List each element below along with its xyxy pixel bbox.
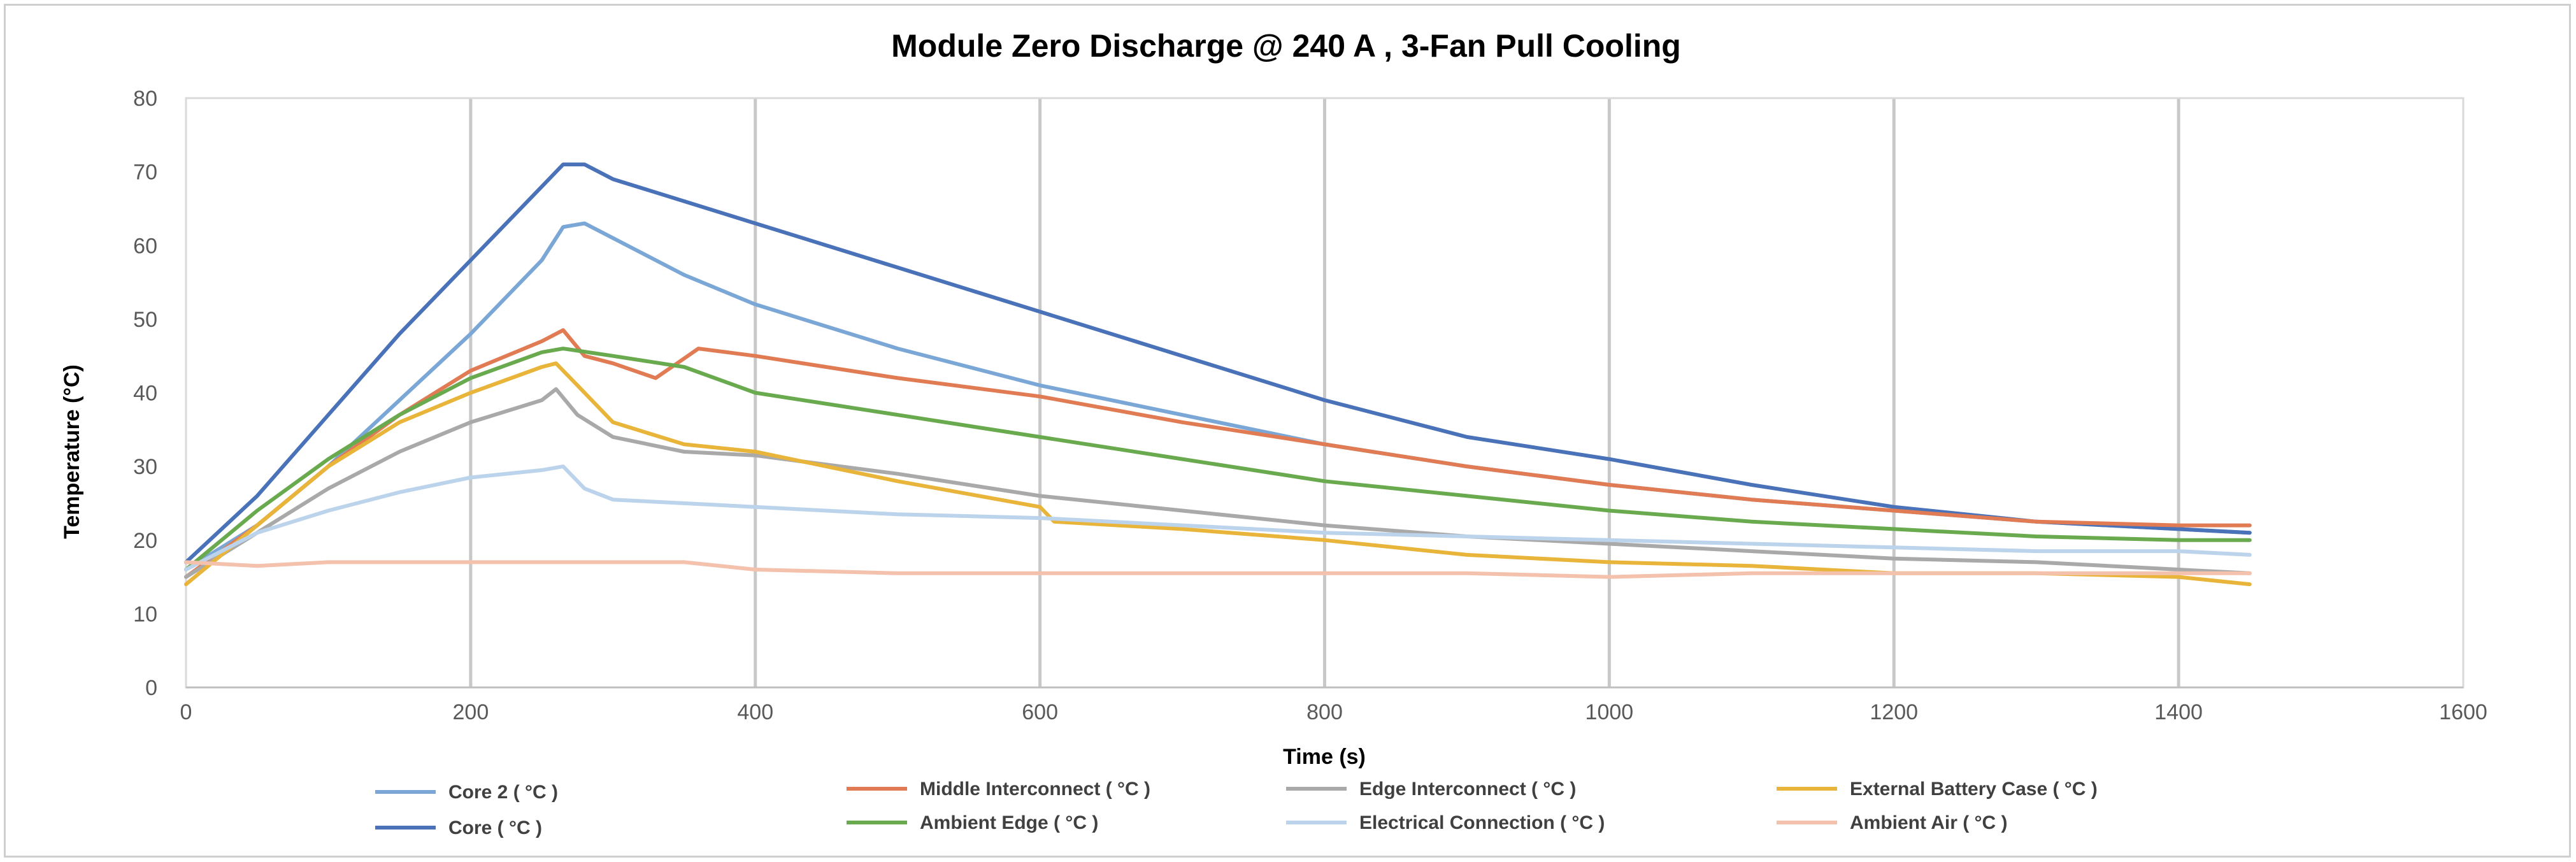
y-tick-label: 60: [133, 234, 157, 258]
legend: Core 2 ( °C ) Middle Interconnect ( °C ) E…: [375, 779, 2098, 838]
axes: [185, 97, 2465, 689]
y-tick-label: 80: [133, 87, 157, 111]
x-tick-label: 1400: [2154, 700, 2203, 724]
legend-label: Edge Interconnect ( °C ): [1359, 779, 1576, 800]
x-tick-label: 800: [1306, 700, 1343, 724]
y-tick-label: 0: [145, 676, 157, 700]
y-tick-label: 20: [133, 529, 157, 553]
x-tick-label: 200: [453, 700, 489, 724]
y-tick-label: 50: [133, 308, 157, 332]
x-tick-label: 1000: [1585, 700, 1634, 724]
y-tick-label: 10: [133, 602, 157, 626]
x-axis-label: Time (s): [1283, 745, 1366, 769]
series-line: [184, 328, 2252, 579]
y-tick-label: 30: [133, 455, 157, 479]
x-tick-label: 1200: [1870, 700, 1918, 724]
series-line: [184, 221, 2252, 571]
x-tick-label: 600: [1022, 700, 1058, 724]
legend-label: Ambient Air ( °C ): [1850, 812, 2008, 833]
y-tick-label: 70: [133, 161, 157, 185]
legend-label: External Battery Case ( °C ): [1850, 779, 2098, 800]
chart-frame: Module Zero Discharge @ 240 A , 3-Fan Pu…: [4, 4, 2571, 858]
series-line: [184, 560, 2252, 579]
x-tick-label: 400: [737, 700, 773, 724]
y-axis-label: Temperature (°C): [60, 364, 84, 539]
series-line: [184, 361, 2252, 587]
legend-label: Ambient Edge ( °C ): [920, 812, 1098, 833]
x-tick-label: 1600: [2439, 700, 2487, 724]
series-line: [184, 464, 2252, 571]
x-tick-label: 0: [180, 700, 192, 724]
series-line: [184, 162, 2252, 564]
series-line: [184, 347, 2252, 571]
legend-label: Core 2 ( °C ): [448, 782, 558, 803]
legend-label: Core ( °C ): [448, 817, 542, 838]
grid-lines: [469, 98, 2180, 687]
tick-labels: 0 200 400 600 800 1000 1200 1400 1600 0 10 20 30 40 50…: [133, 87, 2487, 724]
legend-label: Electrical Connection ( °C ): [1359, 812, 1605, 833]
legend-label: Middle Interconnect ( °C ): [920, 779, 1150, 800]
series-lines: [184, 162, 2252, 587]
y-tick-label: 40: [133, 382, 157, 406]
line-chart: Module Zero Discharge @ 240 A , 3-Fan Pu…: [60, 28, 2487, 838]
chart-title: Module Zero Discharge @ 240 A , 3-Fan Pu…: [891, 28, 1681, 64]
